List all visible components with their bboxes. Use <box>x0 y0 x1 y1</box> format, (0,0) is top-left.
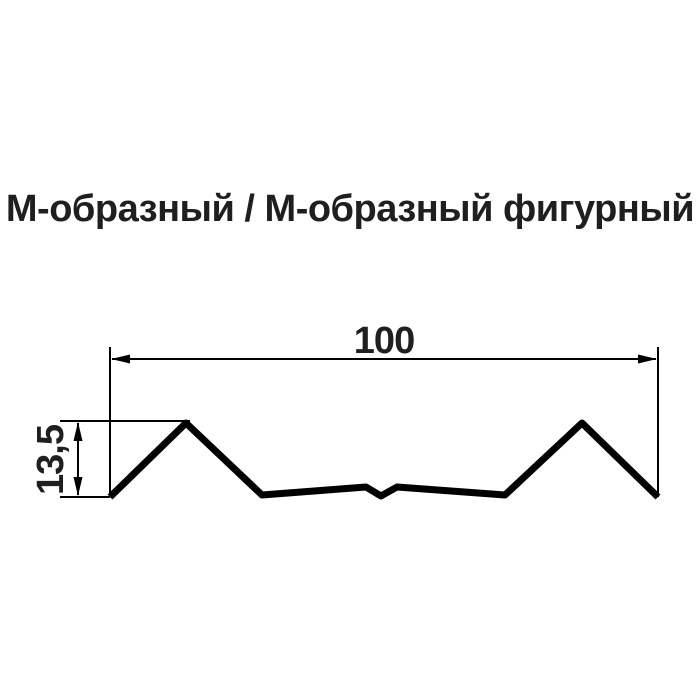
arrow-left-icon <box>111 354 130 364</box>
height-dimension: 13,5 <box>30 420 190 498</box>
width-dimension-label: 100 <box>354 320 414 362</box>
arrow-right-icon <box>638 354 657 364</box>
arrow-down-icon <box>73 477 83 496</box>
width-dimension: 100 <box>109 320 659 497</box>
profile-outline <box>107 419 661 500</box>
height-dimension-label: 13,5 <box>30 424 72 495</box>
arrow-up-icon <box>73 422 83 441</box>
diagram-title: М-образный / М-образный фигурный <box>5 188 695 230</box>
